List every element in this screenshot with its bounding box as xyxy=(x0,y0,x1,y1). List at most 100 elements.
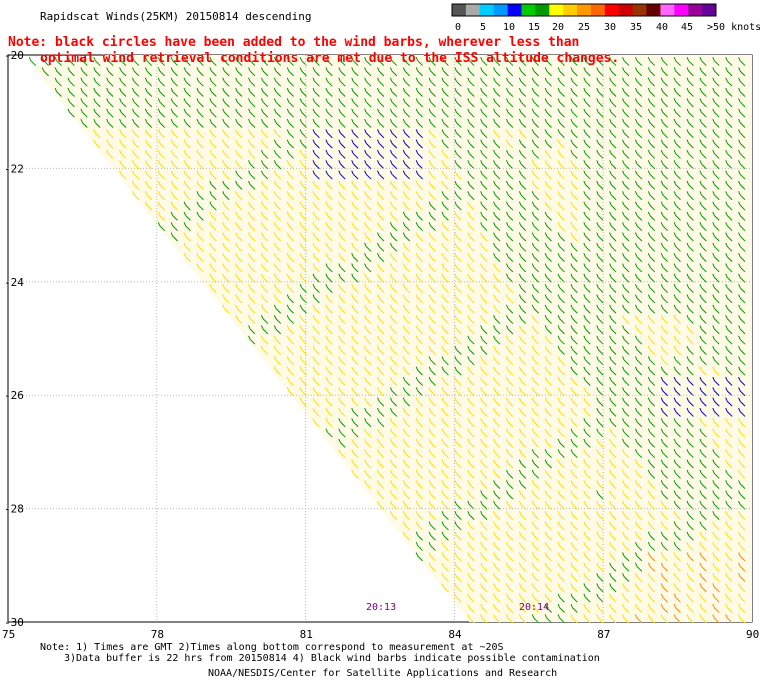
wind-barb xyxy=(312,108,320,118)
y-tick-label: -30 xyxy=(4,616,24,629)
wind-barb xyxy=(222,149,230,159)
wind-barb xyxy=(544,583,552,593)
wind-barb xyxy=(738,407,746,417)
wind-barb xyxy=(54,77,62,87)
wind-barb xyxy=(596,283,604,293)
wind-barb xyxy=(609,387,617,397)
wind-barb xyxy=(402,242,411,252)
wind-barb xyxy=(273,67,282,77)
wind-barb xyxy=(454,366,462,376)
wind-barb xyxy=(273,108,282,118)
wind-barb xyxy=(634,77,643,87)
wind-barb xyxy=(480,614,488,624)
x-tick-labels: 75 78 81 84 87 90 xyxy=(2,628,759,641)
wind-barb xyxy=(506,201,514,211)
wind-barb xyxy=(660,438,668,448)
wind-barb xyxy=(609,583,617,593)
wind-barb xyxy=(389,376,398,386)
wind-barb xyxy=(93,77,101,87)
wind-barb xyxy=(583,541,591,551)
wind-barb xyxy=(441,294,449,304)
wind-barb xyxy=(325,294,333,304)
wind-barb xyxy=(647,232,656,242)
wind-barb xyxy=(222,108,230,118)
wind-barb xyxy=(699,603,707,613)
wind-barb xyxy=(634,211,643,221)
wind-barb xyxy=(493,376,501,386)
wind-barb xyxy=(157,77,166,87)
wind-barb xyxy=(325,407,333,417)
wind-barb xyxy=(686,469,694,479)
wind-barb xyxy=(377,469,385,479)
wind-barb xyxy=(312,222,320,232)
wind-barb xyxy=(673,160,681,170)
wind-barb xyxy=(699,211,707,221)
wind-barb xyxy=(686,222,694,232)
wind-barb xyxy=(402,480,411,490)
wind-barb xyxy=(441,139,449,149)
wind-barb xyxy=(338,335,346,345)
wind-barb xyxy=(377,263,385,273)
wind-barb xyxy=(647,180,656,190)
wind-barb xyxy=(506,593,514,603)
wind-barb xyxy=(596,541,604,551)
wind-barb xyxy=(222,87,230,97)
wind-barb xyxy=(454,438,462,448)
wind-barb xyxy=(506,407,514,417)
wind-barb xyxy=(531,191,540,201)
wind-barb xyxy=(570,511,578,520)
wind-barb xyxy=(480,108,488,118)
wind-barb xyxy=(493,572,501,582)
wind-barb xyxy=(583,180,591,190)
wind-barb xyxy=(325,77,333,87)
wind-barb xyxy=(531,253,540,262)
wind-barb xyxy=(428,511,436,520)
wind-barb xyxy=(467,222,475,232)
wind-barb xyxy=(389,407,398,417)
wind-barb xyxy=(647,449,656,459)
wind-barb xyxy=(647,222,656,232)
wind-barb xyxy=(712,562,720,572)
wind-barb xyxy=(634,614,643,624)
wind-barb xyxy=(454,170,462,180)
wind-barb xyxy=(248,263,256,273)
wind-barb xyxy=(325,160,333,170)
wind-barb xyxy=(467,541,475,551)
wind-barb xyxy=(634,304,643,314)
wind-barb xyxy=(428,191,436,201)
wind-barb xyxy=(428,242,436,252)
wind-barb xyxy=(660,572,668,582)
wind-barb xyxy=(609,469,617,479)
y-tick-label: -26 xyxy=(4,389,24,402)
wind-barb xyxy=(738,469,746,479)
wind-barb xyxy=(699,304,707,314)
wind-barb xyxy=(712,480,720,490)
wind-barb xyxy=(596,511,604,520)
wind-barb xyxy=(441,87,449,97)
wind-barb xyxy=(325,253,333,262)
wind-barb xyxy=(299,87,307,97)
wind-barb xyxy=(389,438,398,448)
wind-barb xyxy=(506,191,514,201)
wind-barb xyxy=(196,149,204,159)
wind-barb xyxy=(441,108,449,118)
wind-barb xyxy=(119,98,127,108)
wind-barb xyxy=(351,180,359,190)
wind-barb xyxy=(557,314,565,324)
wind-barb xyxy=(209,67,217,77)
wind-barb xyxy=(647,170,656,180)
wind-barb xyxy=(157,87,166,97)
wind-barb xyxy=(389,149,398,159)
wind-barb xyxy=(647,428,656,438)
wind-barb xyxy=(415,149,423,159)
scale-swatch xyxy=(521,4,536,16)
wind-barb xyxy=(544,67,552,77)
wind-barb xyxy=(518,263,527,273)
wind-barb xyxy=(402,387,411,397)
wind-barb xyxy=(557,438,565,448)
wind-barb xyxy=(544,160,552,170)
wind-barb xyxy=(506,98,514,108)
wind-barb xyxy=(634,108,643,118)
wind-barb xyxy=(389,283,398,293)
wind-barb xyxy=(415,87,423,97)
